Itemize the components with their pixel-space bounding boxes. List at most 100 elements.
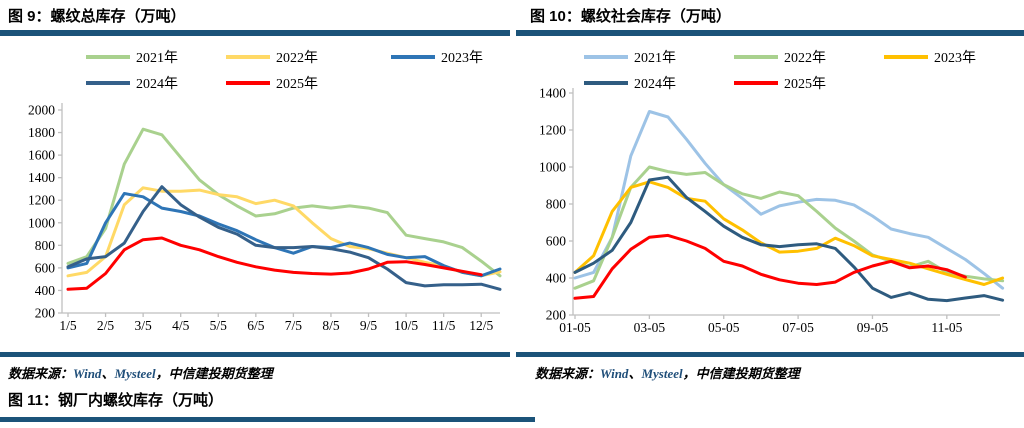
figure9-chart: 200 400 600 800 1000 1200 1400 1600 1800 2000 1/5 2… — [28, 103, 502, 333]
figure10-chart: 200 400 600 800 1000 1200 1400 01-05 03-05 05-05 0… — [539, 88, 1005, 335]
y-tick-label: 1800 — [28, 125, 55, 140]
x-tick-label: 9/5 — [360, 318, 378, 333]
figure10-bottom-rule — [516, 352, 1024, 357]
legend-label: 2022年 — [276, 51, 318, 66]
figure10-panel: 图 10：螺纹社会库存（万吨） 2021年 2022年 2023年 2024年 2025… — [512, 0, 1024, 428]
figure10-source: 数据来源：Wind、Mysteel，中信建投期货整理 — [535, 363, 800, 382]
figure10-title: 图 10：螺纹社会库存（万吨） — [530, 8, 731, 25]
x-tick-label: 11/5 — [432, 318, 456, 333]
x-tick-label: 01-05 — [559, 320, 591, 335]
series-2024-line — [573, 175, 1005, 303]
series-2024-line — [66, 185, 502, 291]
figure11-title: 图 11：钢厂内螺纹库存（万吨） — [8, 392, 224, 409]
x-tick-label: 11-05 — [931, 320, 962, 335]
figure9-title: 图 9：螺纹总库存（万吨） — [8, 8, 186, 25]
legend-item-2023: 2023年 — [391, 47, 483, 67]
legend-swatch — [226, 81, 270, 85]
x-tick-label: 3/5 — [134, 318, 152, 333]
y-tick-label: 2000 — [28, 103, 55, 118]
y-tick-label: 200 — [546, 308, 567, 323]
legend-swatch — [734, 55, 778, 59]
legend-label: 2024年 — [634, 77, 676, 92]
legend-label: 2021年 — [136, 51, 178, 66]
y-tick-label: 1000 — [28, 215, 55, 230]
legend-item-2024: 2024年 — [86, 73, 178, 93]
legend-item-2024: 2024年 — [584, 73, 676, 93]
series-2025-line — [66, 236, 483, 291]
legend-item-2025: 2025年 — [734, 73, 826, 93]
legend-swatch — [86, 81, 130, 85]
x-tick-label: 1/5 — [59, 318, 77, 333]
legend-item-2025: 2025年 — [226, 73, 318, 93]
legend-swatch — [391, 55, 435, 59]
source-text: 、 — [101, 366, 115, 381]
legend-label: 2023年 — [441, 51, 483, 66]
legend-item-2021: 2021年 — [584, 47, 676, 67]
series-2021-line — [66, 127, 502, 278]
legend-swatch — [584, 81, 628, 85]
legend-label: 2024年 — [136, 77, 178, 92]
figure9-panel: 图 9：螺纹总库存（万吨） 2021年 2022年 2023年 2024年 2025年 … — [0, 8, 510, 382]
figure9-source: 数据来源：Wind、Mysteel，中信建投期货整理 — [8, 363, 273, 382]
source-name: Wind — [73, 366, 102, 381]
x-tick-label: 4/5 — [172, 318, 190, 333]
source-text: 数据来源： — [8, 366, 74, 381]
legend-item-2022: 2022年 — [226, 47, 318, 67]
source-text: ，中信建投期货整理 — [155, 366, 273, 381]
y-tick-label: 600 — [35, 260, 56, 275]
y-tick-label: 800 — [546, 197, 567, 212]
source-name: Mysteel — [641, 366, 683, 381]
legend-label: 2021年 — [634, 51, 676, 66]
x-tick-label: 10/5 — [394, 318, 418, 333]
legend-item-2021: 2021年 — [86, 47, 178, 67]
legend-swatch — [584, 55, 628, 59]
y-tick-label: 1400 — [28, 170, 55, 185]
legend-label: 2023年 — [934, 51, 976, 66]
legend-item-2022: 2022年 — [734, 47, 826, 67]
source-name: Mysteel — [114, 366, 156, 381]
legend-label: 2025年 — [784, 77, 826, 92]
legend-label: 2025年 — [276, 77, 318, 92]
y-tick-label: 400 — [546, 271, 567, 286]
x-tick-label: 6/5 — [247, 318, 265, 333]
legend-label: 2022年 — [784, 51, 826, 66]
legend-swatch — [226, 55, 270, 59]
source-text: 数据来源： — [535, 366, 601, 381]
series-2023-line — [66, 192, 502, 278]
legend-swatch — [86, 55, 130, 59]
figure10-title-rule — [516, 30, 1024, 36]
y-tick-label: 200 — [35, 306, 56, 321]
figure9-bottom-rule — [0, 352, 510, 357]
x-tick-label: 7/5 — [285, 318, 303, 333]
x-tick-label: 8/5 — [322, 318, 340, 333]
y-tick-label: 1000 — [539, 160, 566, 175]
y-tick-label: 1200 — [539, 123, 566, 138]
x-tick-label: 07-05 — [782, 320, 814, 335]
legend-item-2023: 2023年 — [884, 47, 976, 67]
series-2023-line — [573, 180, 1005, 286]
figure9-title-rule — [0, 30, 510, 36]
y-tick-label: 1200 — [28, 193, 55, 208]
y-tick-label: 800 — [35, 238, 56, 253]
x-tick-label: 05-05 — [708, 320, 740, 335]
source-text: 、 — [628, 366, 642, 381]
figure11-title-rule — [0, 417, 535, 422]
x-tick-label: 09-05 — [857, 320, 889, 335]
series-2025-line — [573, 233, 967, 300]
x-tick-label: 12/5 — [469, 318, 493, 333]
y-tick-label: 1600 — [28, 148, 55, 163]
y-tick-label: 400 — [35, 283, 56, 298]
x-tick-label: 03-05 — [634, 320, 666, 335]
source-text: ，中信建投期货整理 — [682, 366, 800, 381]
y-tick-label: 1400 — [539, 88, 566, 101]
legend-swatch — [734, 81, 778, 85]
y-tick-label: 600 — [546, 234, 567, 249]
source-name: Wind — [600, 366, 629, 381]
series-2021-line — [573, 110, 1005, 290]
legend-swatch — [884, 55, 928, 59]
series-2022-line — [573, 165, 1005, 290]
x-tick-label: 2/5 — [97, 318, 115, 333]
series-2022-line — [66, 186, 502, 278]
x-tick-label: 5/5 — [210, 318, 228, 333]
